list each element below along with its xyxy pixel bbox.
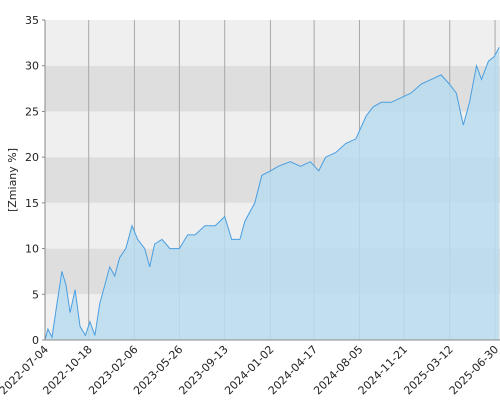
y-axis-label: [Zmiany %]: [6, 148, 19, 212]
band: [45, 20, 500, 66]
area: [45, 47, 500, 341]
y-tick-label: 30: [25, 60, 39, 73]
y-tick-label: 20: [25, 151, 39, 164]
y-tick-label: 15: [25, 197, 39, 210]
y-tick-label: 0: [32, 334, 39, 347]
line: [44, 47, 500, 341]
y-tick-label: 25: [25, 105, 39, 118]
y-tick-label: 10: [25, 243, 39, 256]
y-tick-label: 5: [32, 288, 39, 301]
y-tick-label: 35: [25, 14, 39, 27]
